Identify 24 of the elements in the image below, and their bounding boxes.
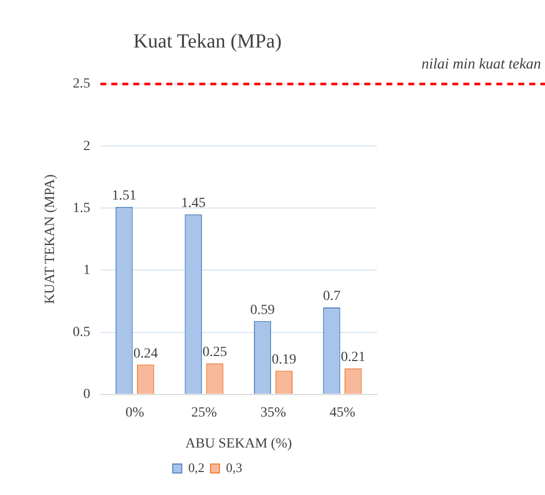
legend-label: 0,3 bbox=[226, 460, 242, 475]
data-label: 1.45 bbox=[181, 196, 206, 212]
y-tick-label: 2 bbox=[83, 138, 90, 154]
data-label: 0.19 bbox=[272, 352, 296, 368]
x-tick-label: 45% bbox=[330, 405, 356, 420]
chart-title: Kuat Tekan (MPa) bbox=[133, 30, 282, 52]
x-tick-label: 0% bbox=[126, 405, 145, 420]
data-label: 0.59 bbox=[250, 302, 275, 318]
y-tick-label: 0.5 bbox=[72, 324, 90, 340]
data-label: 1.51 bbox=[112, 188, 136, 204]
y-tick-label: 2.5 bbox=[72, 76, 90, 92]
ref-line-label: nilai min kuat tekan bbox=[421, 56, 541, 72]
y-tick-label: 0 bbox=[83, 387, 90, 402]
x-axis-title: ABU SEKAM (%) bbox=[185, 436, 292, 452]
data-label: 0.7 bbox=[322, 289, 340, 304]
legend-label: 0,2 bbox=[188, 460, 204, 475]
y-tick-label: 1.5 bbox=[72, 200, 90, 216]
data-label: 0.21 bbox=[340, 350, 366, 365]
data-label: 0.25 bbox=[202, 345, 228, 360]
x-tick-label: 35% bbox=[260, 405, 286, 420]
x-tick-label: 25% bbox=[191, 405, 218, 420]
y-axis-title: KUAT TEKAN (MPA) bbox=[43, 174, 58, 304]
data-label: 0.24 bbox=[133, 346, 158, 362]
y-tick-label: 1 bbox=[83, 262, 90, 278]
